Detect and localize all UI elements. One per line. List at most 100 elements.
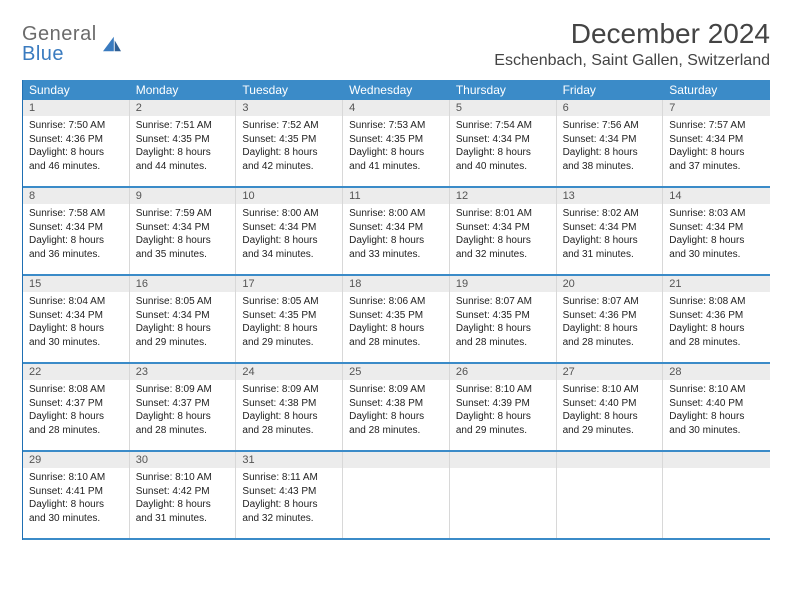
calendar-day: 17Sunrise: 8:05 AMSunset: 4:35 PMDayligh… <box>236 276 343 362</box>
sunset-text: Sunset: 4:35 PM <box>456 309 550 323</box>
daylight-text: and 29 minutes. <box>242 336 336 350</box>
daylight-text: Daylight: 8 hours <box>136 410 230 424</box>
sunset-text: Sunset: 4:34 PM <box>669 133 764 147</box>
sunset-text: Sunset: 4:34 PM <box>563 221 657 235</box>
day-number: 30 <box>130 452 236 468</box>
daylight-text: Daylight: 8 hours <box>242 322 336 336</box>
month-title: December 2024 <box>494 18 770 50</box>
day-body: Sunrise: 7:51 AMSunset: 4:35 PMDaylight:… <box>130 116 236 177</box>
calendar-day: 24Sunrise: 8:09 AMSunset: 4:38 PMDayligh… <box>236 364 343 450</box>
sunrise-text: Sunrise: 8:09 AM <box>242 383 336 397</box>
day-number: 29 <box>23 452 129 468</box>
sunset-text: Sunset: 4:38 PM <box>242 397 336 411</box>
sunrise-text: Sunrise: 8:01 AM <box>456 207 550 221</box>
day-number: 26 <box>450 364 556 380</box>
calendar-day: 6Sunrise: 7:56 AMSunset: 4:34 PMDaylight… <box>557 100 664 186</box>
calendar-week: 22Sunrise: 8:08 AMSunset: 4:37 PMDayligh… <box>23 364 770 452</box>
sunrise-text: Sunrise: 7:51 AM <box>136 119 230 133</box>
weekday-header: Saturday <box>663 80 770 100</box>
daylight-text: and 32 minutes. <box>242 512 336 526</box>
daylight-text: Daylight: 8 hours <box>29 498 123 512</box>
daylight-text: Daylight: 8 hours <box>349 234 443 248</box>
sunrise-text: Sunrise: 8:08 AM <box>29 383 123 397</box>
day-body: Sunrise: 8:01 AMSunset: 4:34 PMDaylight:… <box>450 204 556 265</box>
calendar-day: 20 Sunrise: 8:07 AMSunset: 4:36 PMDayligh… <box>557 276 664 362</box>
daylight-text: and 31 minutes. <box>563 248 657 262</box>
daylight-text: and 37 minutes. <box>669 160 764 174</box>
sunrise-text: Sunrise: 7:52 AM <box>242 119 336 133</box>
daylight-text: and 28 minutes. <box>29 424 123 438</box>
calendar-day: 27Sunrise: 8:10 AMSunset: 4:40 PMDayligh… <box>557 364 664 450</box>
calendar-day: 19Sunrise: 8:07 AMSunset: 4:35 PMDayligh… <box>450 276 557 362</box>
day-body: Sunrise: 8:08 AMSunset: 4:37 PMDaylight:… <box>23 380 129 441</box>
daylight-text: Daylight: 8 hours <box>456 146 550 160</box>
day-number: 23 <box>130 364 236 380</box>
sunset-text: Sunset: 4:34 PM <box>456 133 550 147</box>
day-number: 25 <box>343 364 449 380</box>
sunrise-text: Sunrise: 7:50 AM <box>29 119 123 133</box>
calendar-day: 14Sunrise: 8:03 AMSunset: 4:34 PMDayligh… <box>663 188 770 274</box>
calendar-day: 9Sunrise: 7:59 AMSunset: 4:34 PMDaylight… <box>130 188 237 274</box>
calendar-day: 4Sunrise: 7:53 AMSunset: 4:35 PMDaylight… <box>343 100 450 186</box>
daylight-text: Daylight: 8 hours <box>563 322 657 336</box>
daylight-text: Daylight: 8 hours <box>669 322 764 336</box>
day-number: 3 <box>236 100 342 116</box>
weekday-header: Tuesday <box>236 80 343 100</box>
calendar-day: 29Sunrise: 8:10 AMSunset: 4:41 PMDayligh… <box>23 452 130 538</box>
day-body: Sunrise: 8:09 AMSunset: 4:37 PMDaylight:… <box>130 380 236 441</box>
weekday-header: Thursday <box>450 80 557 100</box>
title-block: December 2024 Eschenbach, Saint Gallen, … <box>494 18 770 76</box>
calendar: SundayMondayTuesdayWednesdayThursdayFrid… <box>22 80 770 540</box>
sunset-text: Sunset: 4:36 PM <box>563 309 657 323</box>
sunrise-text: Sunrise: 8:10 AM <box>456 383 550 397</box>
daylight-text: and 46 minutes. <box>29 160 123 174</box>
daylight-text: and 28 minutes. <box>136 424 230 438</box>
calendar-day: 25Sunrise: 8:09 AMSunset: 4:38 PMDayligh… <box>343 364 450 450</box>
sunrise-text: Sunrise: 8:06 AM <box>349 295 443 309</box>
sunrise-text: Sunrise: 7:57 AM <box>669 119 764 133</box>
sunset-text: Sunset: 4:34 PM <box>29 309 123 323</box>
calendar-day: 31Sunrise: 8:11 AMSunset: 4:43 PMDayligh… <box>236 452 343 538</box>
calendar-day <box>343 452 450 538</box>
day-number: 2 <box>130 100 236 116</box>
sunrise-text: Sunrise: 8:07 AM <box>563 295 657 309</box>
calendar-day: 3Sunrise: 7:52 AMSunset: 4:35 PMDaylight… <box>236 100 343 186</box>
day-number: 20 <box>557 276 663 292</box>
sunset-text: Sunset: 4:37 PM <box>136 397 230 411</box>
daylight-text: Daylight: 8 hours <box>136 498 230 512</box>
weekday-header: Friday <box>557 80 664 100</box>
daylight-text: and 32 minutes. <box>456 248 550 262</box>
sunset-text: Sunset: 4:34 PM <box>349 221 443 235</box>
day-body: Sunrise: 8:10 AMSunset: 4:41 PMDaylight:… <box>23 468 129 529</box>
sunset-text: Sunset: 4:35 PM <box>349 309 443 323</box>
logo-word-1: General <box>22 24 97 44</box>
daylight-text: Daylight: 8 hours <box>242 498 336 512</box>
day-number: 7 <box>663 100 770 116</box>
daylight-text: Daylight: 8 hours <box>29 410 123 424</box>
weekday-header: Monday <box>130 80 237 100</box>
day-number: 6 <box>557 100 663 116</box>
sunset-text: Sunset: 4:34 PM <box>136 309 230 323</box>
sunrise-text: Sunrise: 7:59 AM <box>136 207 230 221</box>
daylight-text: Daylight: 8 hours <box>456 410 550 424</box>
sunset-text: Sunset: 4:34 PM <box>563 133 657 147</box>
daylight-text: Daylight: 8 hours <box>29 146 123 160</box>
daylight-text: Daylight: 8 hours <box>242 410 336 424</box>
sunrise-text: Sunrise: 8:05 AM <box>242 295 336 309</box>
sunrise-text: Sunrise: 8:04 AM <box>29 295 123 309</box>
sunrise-text: Sunrise: 8:02 AM <box>563 207 657 221</box>
logo: General Blue <box>22 18 123 64</box>
sunset-text: Sunset: 4:35 PM <box>242 133 336 147</box>
daylight-text: and 30 minutes. <box>669 424 764 438</box>
day-body: Sunrise: 8:08 AMSunset: 4:36 PMDaylight:… <box>663 292 770 353</box>
day-body: Sunrise: 7:53 AMSunset: 4:35 PMDaylight:… <box>343 116 449 177</box>
day-number <box>450 452 556 468</box>
calendar-week: 1Sunrise: 7:50 AMSunset: 4:36 PMDaylight… <box>23 100 770 188</box>
calendar-day: 2Sunrise: 7:51 AMSunset: 4:35 PMDaylight… <box>130 100 237 186</box>
day-number: 14 <box>663 188 770 204</box>
calendar-day: 30Sunrise: 8:10 AMSunset: 4:42 PMDayligh… <box>130 452 237 538</box>
day-number: 17 <box>236 276 342 292</box>
calendar-day: 15Sunrise: 8:04 AMSunset: 4:34 PMDayligh… <box>23 276 130 362</box>
calendar-week: 29Sunrise: 8:10 AMSunset: 4:41 PMDayligh… <box>23 452 770 540</box>
daylight-text: and 31 minutes. <box>136 512 230 526</box>
